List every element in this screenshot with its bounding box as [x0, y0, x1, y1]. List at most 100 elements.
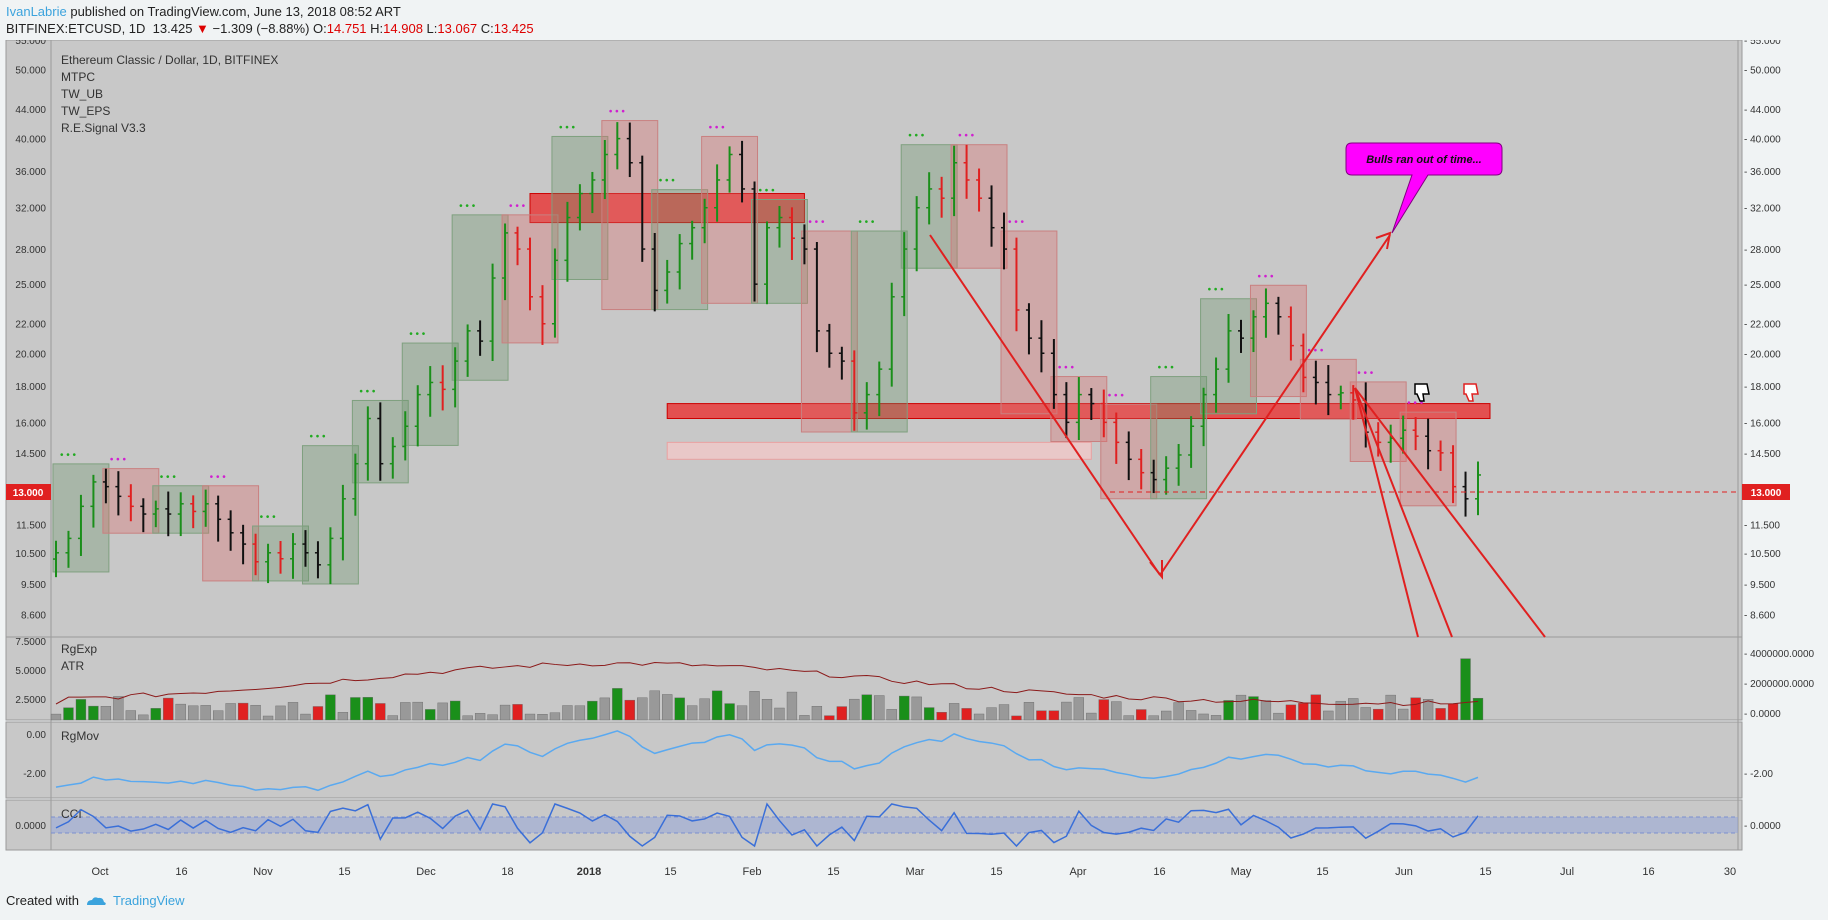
- vol-right-tick: - 2000000.0000: [1744, 679, 1815, 690]
- volume-bar: [250, 704, 261, 721]
- publish-line: IvanLabrie published on TradingView.com,…: [6, 4, 401, 19]
- left-tick-label: 44.000: [15, 105, 46, 116]
- signal-dots: • • •: [409, 329, 426, 340]
- right-tick-label: - 10.500: [1744, 549, 1781, 560]
- volume-bar: [1422, 699, 1434, 721]
- volume-bar: [1198, 713, 1209, 721]
- volume-bar: [1472, 697, 1484, 721]
- rgmov-label: RgMov: [61, 729, 99, 743]
- high-label: H:: [370, 21, 384, 36]
- volume-bar: [1136, 709, 1147, 721]
- vol-left-tick: 7.5000: [15, 637, 46, 648]
- callout-text: Bulls ran out of time...: [1366, 154, 1482, 166]
- volume-bar: [674, 697, 685, 721]
- right-tick-label: - 32.000: [1744, 204, 1781, 215]
- volume-bar: [1185, 710, 1197, 721]
- volume-bar: [599, 697, 610, 721]
- volume-bar: [811, 706, 823, 721]
- time-tick-label: 15: [338, 866, 350, 878]
- volume-bar: [312, 706, 324, 721]
- time-tick-label: May: [1231, 866, 1252, 878]
- left-tick-label: 18.000: [15, 382, 46, 393]
- volume-bar: [1460, 658, 1471, 721]
- signal-dots: • • •: [60, 450, 77, 461]
- volume-bar: [200, 705, 211, 721]
- right-tick-label: - 14.500: [1744, 449, 1781, 460]
- author-link[interactable]: IvanLabrie: [6, 4, 67, 19]
- time-tick-label: Jun: [1395, 866, 1413, 878]
- price-zone: [529, 193, 805, 224]
- time-tick-label: 15: [990, 866, 1002, 878]
- volume-bar: [799, 715, 810, 721]
- volume-bar: [337, 712, 349, 721]
- volume-bar: [1385, 694, 1396, 721]
- left-tick-label: 40.000: [15, 135, 46, 146]
- signal-dots: • • •: [1158, 363, 1175, 374]
- right-tick-label: - 36.000: [1744, 167, 1781, 178]
- thumbs-down-icon: [1414, 383, 1430, 402]
- time-tick-label: Feb: [743, 866, 762, 878]
- left-tick-label: 20.000: [15, 349, 46, 360]
- volume-bar: [1048, 710, 1060, 721]
- volume-bar: [1373, 708, 1384, 721]
- chart-area[interactable]: • • • • • • • • • • • • • • • • • • • • • • • •…: [0, 40, 1828, 920]
- volume-bar: [50, 713, 62, 721]
- left-tick-label: 36.000: [15, 167, 46, 178]
- tradingview-cloud-icon: [86, 896, 106, 905]
- arrow-line-3: [1354, 387, 1453, 638]
- signal-dots: • • •: [1058, 363, 1075, 374]
- right-tick-label: - 9.500: [1744, 580, 1776, 591]
- price-panel[interactable]: [5, 40, 1743, 638]
- signal-dots: • • •: [858, 217, 875, 228]
- volume-bar: [1123, 715, 1134, 721]
- volume-bar: [362, 697, 373, 721]
- rgmov-left-tick: 0.00: [27, 730, 47, 741]
- signal-dots: • • •: [1257, 271, 1274, 282]
- volume-bar: [225, 703, 236, 721]
- time-axis: Oct 16 Nov 15 Dec 18 2018 15 Feb 15 Mar 15 Apr 16 May 1…: [91, 866, 1736, 878]
- right-tick-label: - 44.000: [1744, 105, 1781, 116]
- volume-bar: [986, 707, 997, 721]
- volume-bar: [1073, 697, 1084, 721]
- volume-bar: [1098, 699, 1109, 721]
- volume-bar: [400, 702, 411, 721]
- signal-dots: • • •: [110, 455, 127, 466]
- cci-line: [55, 802, 1479, 848]
- volume-bar: [300, 713, 311, 721]
- volume-bar: [537, 714, 548, 721]
- volume-bar: [213, 710, 224, 721]
- volume-bar: [450, 700, 461, 721]
- rgmov-panel[interactable]: [5, 721, 1743, 799]
- signal-dots: • • •: [509, 201, 526, 212]
- volume-bar: [412, 701, 423, 721]
- time-tick-label: 16: [175, 866, 187, 878]
- left-tick-label: 9.500: [21, 580, 46, 591]
- left-tick-label: 16.000: [15, 418, 46, 429]
- signal-dots: • • •: [808, 217, 825, 228]
- time-tick-label: Apr: [1069, 866, 1086, 878]
- symbol-label: BITFINEX:ETCUSD, 1D: [6, 21, 146, 36]
- right-tick-label: - 8.600: [1744, 611, 1776, 622]
- signal-dots: • • •: [210, 472, 227, 483]
- signal-dots: • • •: [309, 432, 326, 443]
- volume-bar: [899, 695, 910, 721]
- volume-bar: [150, 708, 161, 721]
- right-tick-label: - 40.000: [1744, 135, 1781, 146]
- volume-bar: [163, 697, 174, 721]
- volume-bar: [1086, 712, 1097, 721]
- volume-bar: [1323, 710, 1334, 721]
- signal-dots: • • •: [1307, 345, 1324, 356]
- volume-bar: [911, 696, 922, 721]
- volume-bar: [961, 708, 972, 721]
- volume-bar: [175, 703, 186, 721]
- volume-bar: [973, 713, 985, 721]
- last-price: 13.425: [152, 21, 193, 36]
- time-tick-label: 16: [1153, 866, 1165, 878]
- cci-right-tick: - 0.0000: [1744, 821, 1781, 832]
- signal-dots: • • •: [1407, 398, 1424, 409]
- right-price-axis: - 55.000 - 50.000 - 44.000 - 40.000 - 36.000…: [1744, 40, 1781, 622]
- right-tick-label: - 55.000: [1744, 40, 1781, 47]
- volume-bar: [998, 704, 1010, 721]
- tradingview-link[interactable]: TradingView: [112, 893, 185, 908]
- volume-bar: [1447, 703, 1459, 721]
